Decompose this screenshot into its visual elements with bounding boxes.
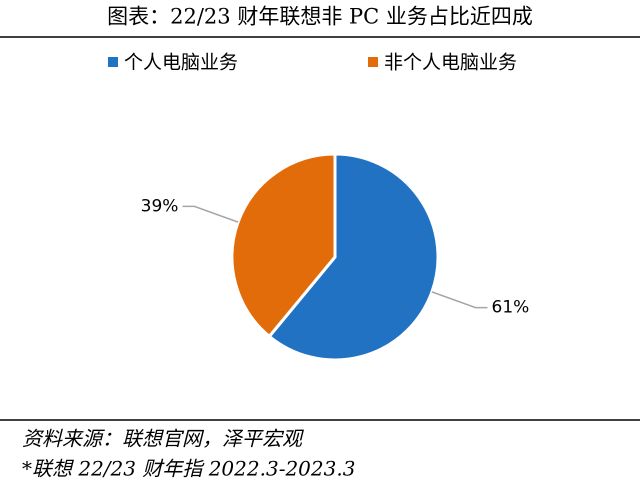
period-note: *联想 22/23 财年指 2022.3-2023.3 (22, 457, 355, 481)
leader-line (182, 205, 239, 223)
legend-label: 非个人电脑业务 (384, 52, 517, 74)
source-note: 资料来源：联想官网，泽平宏观 (22, 427, 304, 451)
legend-swatch (368, 57, 378, 67)
legend-swatch (108, 57, 118, 67)
data-label: 61% (492, 298, 530, 318)
chart-title: 图表：22/23 财年联想非 PC 业务占比近四成 (107, 5, 533, 29)
legend-label: 个人电脑业务 (124, 52, 238, 74)
pie-slice (267, 152, 440, 362)
leader-line (431, 291, 488, 309)
data-label: 39% (141, 196, 179, 216)
